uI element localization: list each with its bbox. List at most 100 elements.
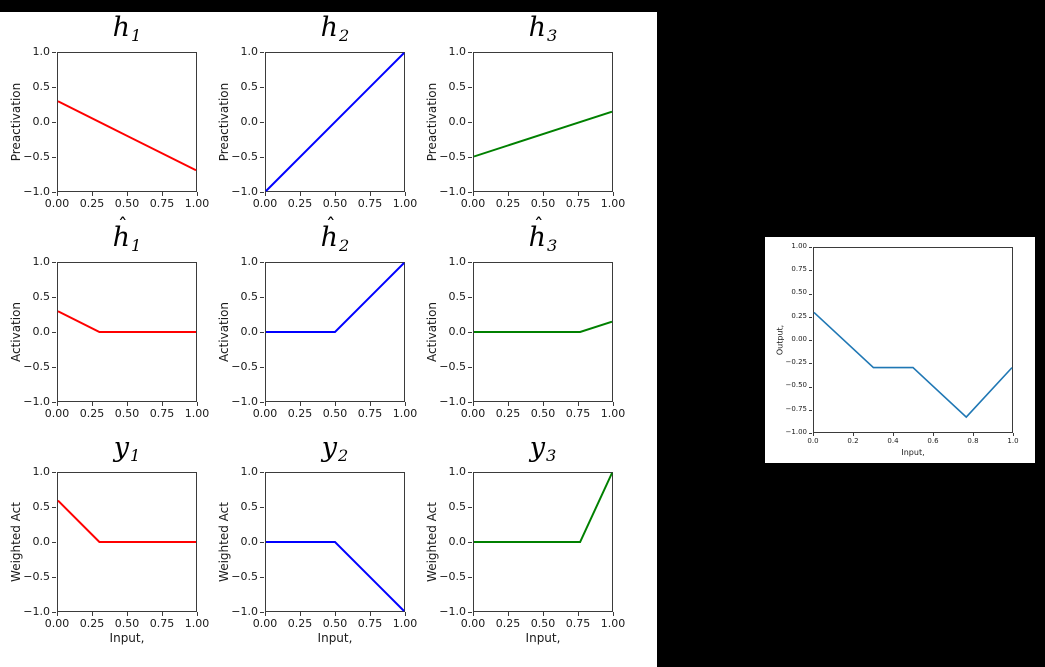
title-hat: ˆ xyxy=(325,214,336,238)
subplot-h3-preactivation: 0.00 0.25 0.50 0.75 1.00 1.0 0.5 0.0 −0.5 −1.0 h3 P… xyxy=(0,12,657,667)
y-tick-label: 0.5 xyxy=(32,289,51,303)
y-tick-label: 0.25 xyxy=(791,311,807,320)
x-tick-label: 0.6 xyxy=(927,437,939,445)
x-tick-label: 0.50 xyxy=(530,617,556,630)
x-axis-label: Input, xyxy=(109,631,145,645)
x-tick-label: 0.50 xyxy=(530,407,556,420)
x-tick-label: 0.25 xyxy=(287,617,313,630)
y-tick xyxy=(260,122,264,123)
y-tick xyxy=(468,612,472,613)
y-tick xyxy=(260,157,264,158)
y-tick-label: 0.0 xyxy=(240,114,259,128)
x-tick xyxy=(813,433,814,436)
subplot-h2-preactivation: 0.00 0.25 0.50 0.75 1.00 1.0 0.5 0.0 −0.5 −1.0 h2 P… xyxy=(0,12,657,667)
x-tick xyxy=(405,612,406,616)
x-tick-label: 0.75 xyxy=(149,197,175,210)
x-tick xyxy=(197,192,198,196)
y-tick xyxy=(468,472,472,473)
y-tick-label: 1.0 xyxy=(240,464,259,478)
x-tick-label: 0.00 xyxy=(252,197,278,210)
y-tick xyxy=(260,542,264,543)
plot-title: h1 xyxy=(57,12,197,50)
y-tick-label: 0.5 xyxy=(448,79,467,93)
x-tick xyxy=(57,612,58,616)
x-tick xyxy=(300,192,301,196)
x-tick-label: 0.75 xyxy=(565,407,591,420)
y-tick xyxy=(260,577,264,578)
y-tick xyxy=(260,507,264,508)
y-tick-label: 1.0 xyxy=(240,44,259,58)
y-tick xyxy=(468,52,472,53)
x-tick-label: 0.75 xyxy=(357,617,383,630)
y-tick-label: −0.5 xyxy=(439,569,466,583)
y-tick-label: 0.5 xyxy=(240,499,259,513)
subplot-h3-activation: 0.00 0.25 0.50 0.75 1.00 1.0 0.5 0.0 −0.5 −1.0 h ˆ 3… xyxy=(0,12,657,667)
x-tick-label: 1.00 xyxy=(184,407,210,420)
x-tick-label: 0.75 xyxy=(357,407,383,420)
x-tick-label: 0.75 xyxy=(149,617,175,630)
y-tick-label: −0.5 xyxy=(231,149,258,163)
y-tick xyxy=(468,507,472,508)
x-tick xyxy=(265,612,266,616)
x-tick-label: 0.50 xyxy=(322,197,348,210)
plot-title: h3 xyxy=(473,12,613,50)
plot-axes xyxy=(473,262,613,402)
y-tick xyxy=(468,367,472,368)
x-tick-label: 0.50 xyxy=(322,617,348,630)
y-tick-label: −1.0 xyxy=(439,394,466,408)
y-tick-label: 1.0 xyxy=(32,44,51,58)
x-tick xyxy=(300,402,301,406)
y-tick-label: −1.0 xyxy=(231,184,258,198)
y-tick xyxy=(468,297,472,298)
y-tick xyxy=(468,402,472,403)
subplot-y3-weighted: 0.00 0.25 0.50 0.75 1.00 1.0 0.5 0.0 −0.5 −1.0 y3 W… xyxy=(0,12,657,667)
x-tick-label: 0.50 xyxy=(322,407,348,420)
x-tick xyxy=(92,402,93,406)
x-tick xyxy=(508,402,509,406)
x-tick-label: 0.50 xyxy=(530,197,556,210)
y-tick-label: 0.0 xyxy=(448,324,467,338)
y-tick xyxy=(52,332,56,333)
x-tick-label: 0.50 xyxy=(114,617,140,630)
x-tick xyxy=(92,192,93,196)
x-tick xyxy=(300,612,301,616)
x-axis-label: Input, xyxy=(317,631,353,645)
plot-title: h2 xyxy=(265,12,405,50)
x-tick-label: 1.00 xyxy=(600,617,626,630)
y-tick-label: 0.5 xyxy=(32,499,51,513)
subplot-h1-activation: 0.00 0.25 0.50 0.75 1.00 1.0 0.5 0.0 −0.5 −1.0 h ˆ 1… xyxy=(0,12,657,667)
title-subscript: 1 xyxy=(131,25,142,45)
y-tick-label: 1.0 xyxy=(32,254,51,268)
y-tick-label: −0.5 xyxy=(23,359,50,373)
x-tick xyxy=(933,433,934,436)
x-tick-label: 1.0 xyxy=(1007,437,1019,445)
x-tick xyxy=(92,612,93,616)
y-tick-label: 0.0 xyxy=(32,324,51,338)
x-tick-label: 0.4 xyxy=(887,437,899,445)
plot-axes xyxy=(473,52,613,192)
y-tick-label: −0.5 xyxy=(439,359,466,373)
y1-weighted-line xyxy=(57,499,196,543)
y-tick-label: 0.5 xyxy=(448,499,467,513)
y-tick-label: 0.0 xyxy=(448,534,467,548)
y-tick xyxy=(260,367,264,368)
x-tick xyxy=(405,192,406,196)
y-tick xyxy=(260,472,264,473)
y-tick xyxy=(468,542,472,543)
y-tick-label: 1.0 xyxy=(240,254,259,268)
plot-axes xyxy=(57,262,197,402)
y-tick-label: −1.0 xyxy=(439,604,466,618)
x-tick-label: 0.25 xyxy=(79,197,105,210)
plot-axes xyxy=(265,262,405,402)
y-tick-label: 1.0 xyxy=(448,254,467,268)
x-tick-label: 0.50 xyxy=(114,407,140,420)
x-tick-label: 0.00 xyxy=(44,197,70,210)
x-tick-label: 1.00 xyxy=(184,197,210,210)
y-tick-label: −0.5 xyxy=(231,569,258,583)
x-tick-label: 0.50 xyxy=(114,197,140,210)
x-tick xyxy=(613,402,614,406)
y-tick xyxy=(468,262,472,263)
y-tick xyxy=(809,316,812,318)
